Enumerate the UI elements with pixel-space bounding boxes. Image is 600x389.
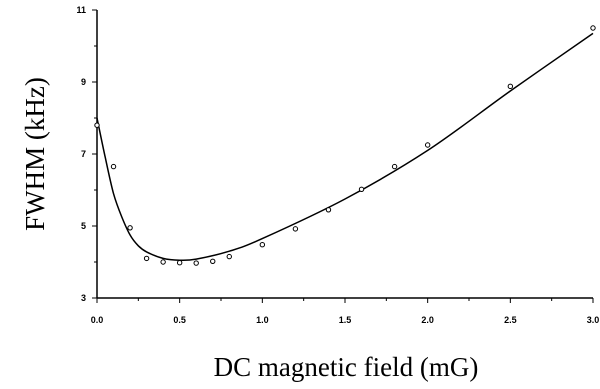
x-tick-label: 2.0 bbox=[421, 315, 434, 325]
data-point bbox=[127, 225, 133, 231]
y-tick-label: 5 bbox=[81, 221, 86, 231]
data-point bbox=[590, 25, 596, 31]
data-point bbox=[325, 207, 332, 213]
x-tick-label: 1.5 bbox=[339, 315, 352, 325]
data-point bbox=[259, 242, 266, 248]
data-point bbox=[507, 83, 514, 90]
x-axis-title: DC magnetic field (mG) bbox=[214, 352, 479, 382]
x-tick-label: 0.5 bbox=[173, 315, 186, 325]
data-point bbox=[176, 260, 183, 266]
x-tick-label: 2.5 bbox=[504, 315, 517, 325]
axes bbox=[96, 10, 593, 299]
data-point bbox=[110, 163, 117, 170]
x-axis-ticks: 0.0 0.5 1.0 1.5 2.0 2.5 3.0 bbox=[91, 298, 600, 325]
data-point bbox=[94, 122, 100, 128]
data-points bbox=[94, 25, 596, 266]
data-point bbox=[143, 255, 150, 262]
data-point bbox=[391, 163, 398, 170]
data-point bbox=[358, 186, 365, 192]
data-point bbox=[160, 259, 166, 265]
data-point bbox=[424, 142, 431, 148]
y-axis-ticks: 3 5 7 9 11 bbox=[76, 5, 97, 303]
y-axis-title: FWHM (kHz) bbox=[20, 77, 50, 231]
y-tick-label: 9 bbox=[81, 77, 86, 87]
data-point bbox=[193, 260, 199, 266]
y-tick-label: 7 bbox=[81, 149, 86, 159]
fit-curve bbox=[96, 32, 594, 262]
x-tick-label: 3.0 bbox=[587, 315, 600, 325]
data-point bbox=[210, 258, 216, 264]
data-point bbox=[226, 253, 232, 260]
x-tick-label: 1.0 bbox=[256, 315, 269, 325]
x-tick-label: 0.0 bbox=[91, 315, 104, 325]
data-point bbox=[292, 226, 299, 232]
y-tick-label: 11 bbox=[76, 5, 86, 15]
y-tick-label: 3 bbox=[81, 293, 86, 303]
